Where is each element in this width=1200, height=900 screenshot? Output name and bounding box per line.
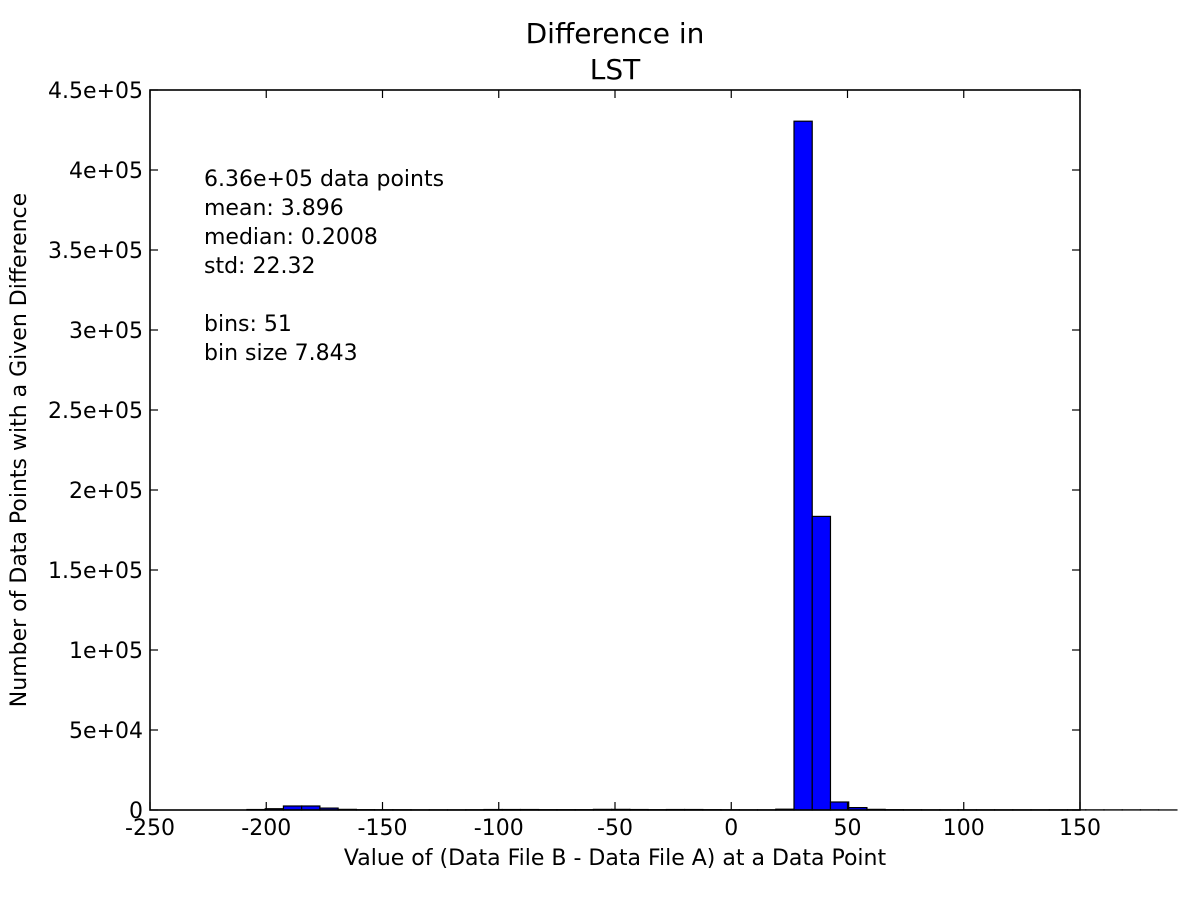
y-tick-label: 4e+05 (69, 159, 143, 184)
y-tick-label: 2e+05 (69, 479, 143, 504)
histogram-bar (793, 120, 813, 811)
x-tick-label: -50 (597, 816, 633, 841)
stats-box: 6.36e+05 data points mean: 3.896 median:… (204, 167, 444, 366)
plot-frame (149, 89, 1081, 811)
y-tick-label: 3.5e+05 (48, 239, 143, 264)
x-tick-label: -150 (358, 816, 408, 841)
axis-ticks: -250 -200 -150 -100 -50 0 50 100 150 0 5e+04 1e+05 1… (48, 79, 1101, 841)
y-axis-label: Number of Data Points with a Given Diffe… (7, 193, 32, 707)
x-tick-label: 150 (1059, 816, 1101, 841)
stats-count: 6.36e+05 data points (204, 167, 444, 192)
x-tick-label: 0 (724, 816, 738, 841)
chart-title-line-2: LST (590, 53, 641, 86)
y-tick-label: 1e+05 (69, 639, 143, 664)
stats-bin-size: bin size 7.843 (204, 341, 358, 366)
stats-median: median: 0.2008 (204, 225, 378, 250)
histogram-bar (811, 515, 832, 811)
y-tick-label: 1.5e+05 (48, 559, 143, 584)
y-tick-label: 0 (129, 799, 143, 824)
x-tick-label: 50 (834, 816, 862, 841)
y-tick-label: 3e+05 (69, 319, 143, 344)
y-tick-label: 4.5e+05 (48, 79, 143, 104)
stats-bins: bins: 51 (204, 312, 292, 337)
x-tick-label: 100 (943, 816, 985, 841)
x-axis-label: Value of (Data File B - Data File A) at … (344, 846, 887, 871)
histogram-bar (829, 801, 850, 811)
chart-title-line-1: Difference in (526, 17, 705, 50)
y-tick-label: 5e+04 (69, 719, 143, 744)
stats-mean: mean: 3.896 (204, 196, 344, 221)
y-tick-label: 2.5e+05 (48, 399, 143, 424)
x-tick-label: -250 (125, 816, 175, 841)
stats-std: std: 22.32 (204, 254, 315, 279)
x-tick-label: -100 (474, 816, 524, 841)
x-tick-label: -200 (241, 816, 291, 841)
